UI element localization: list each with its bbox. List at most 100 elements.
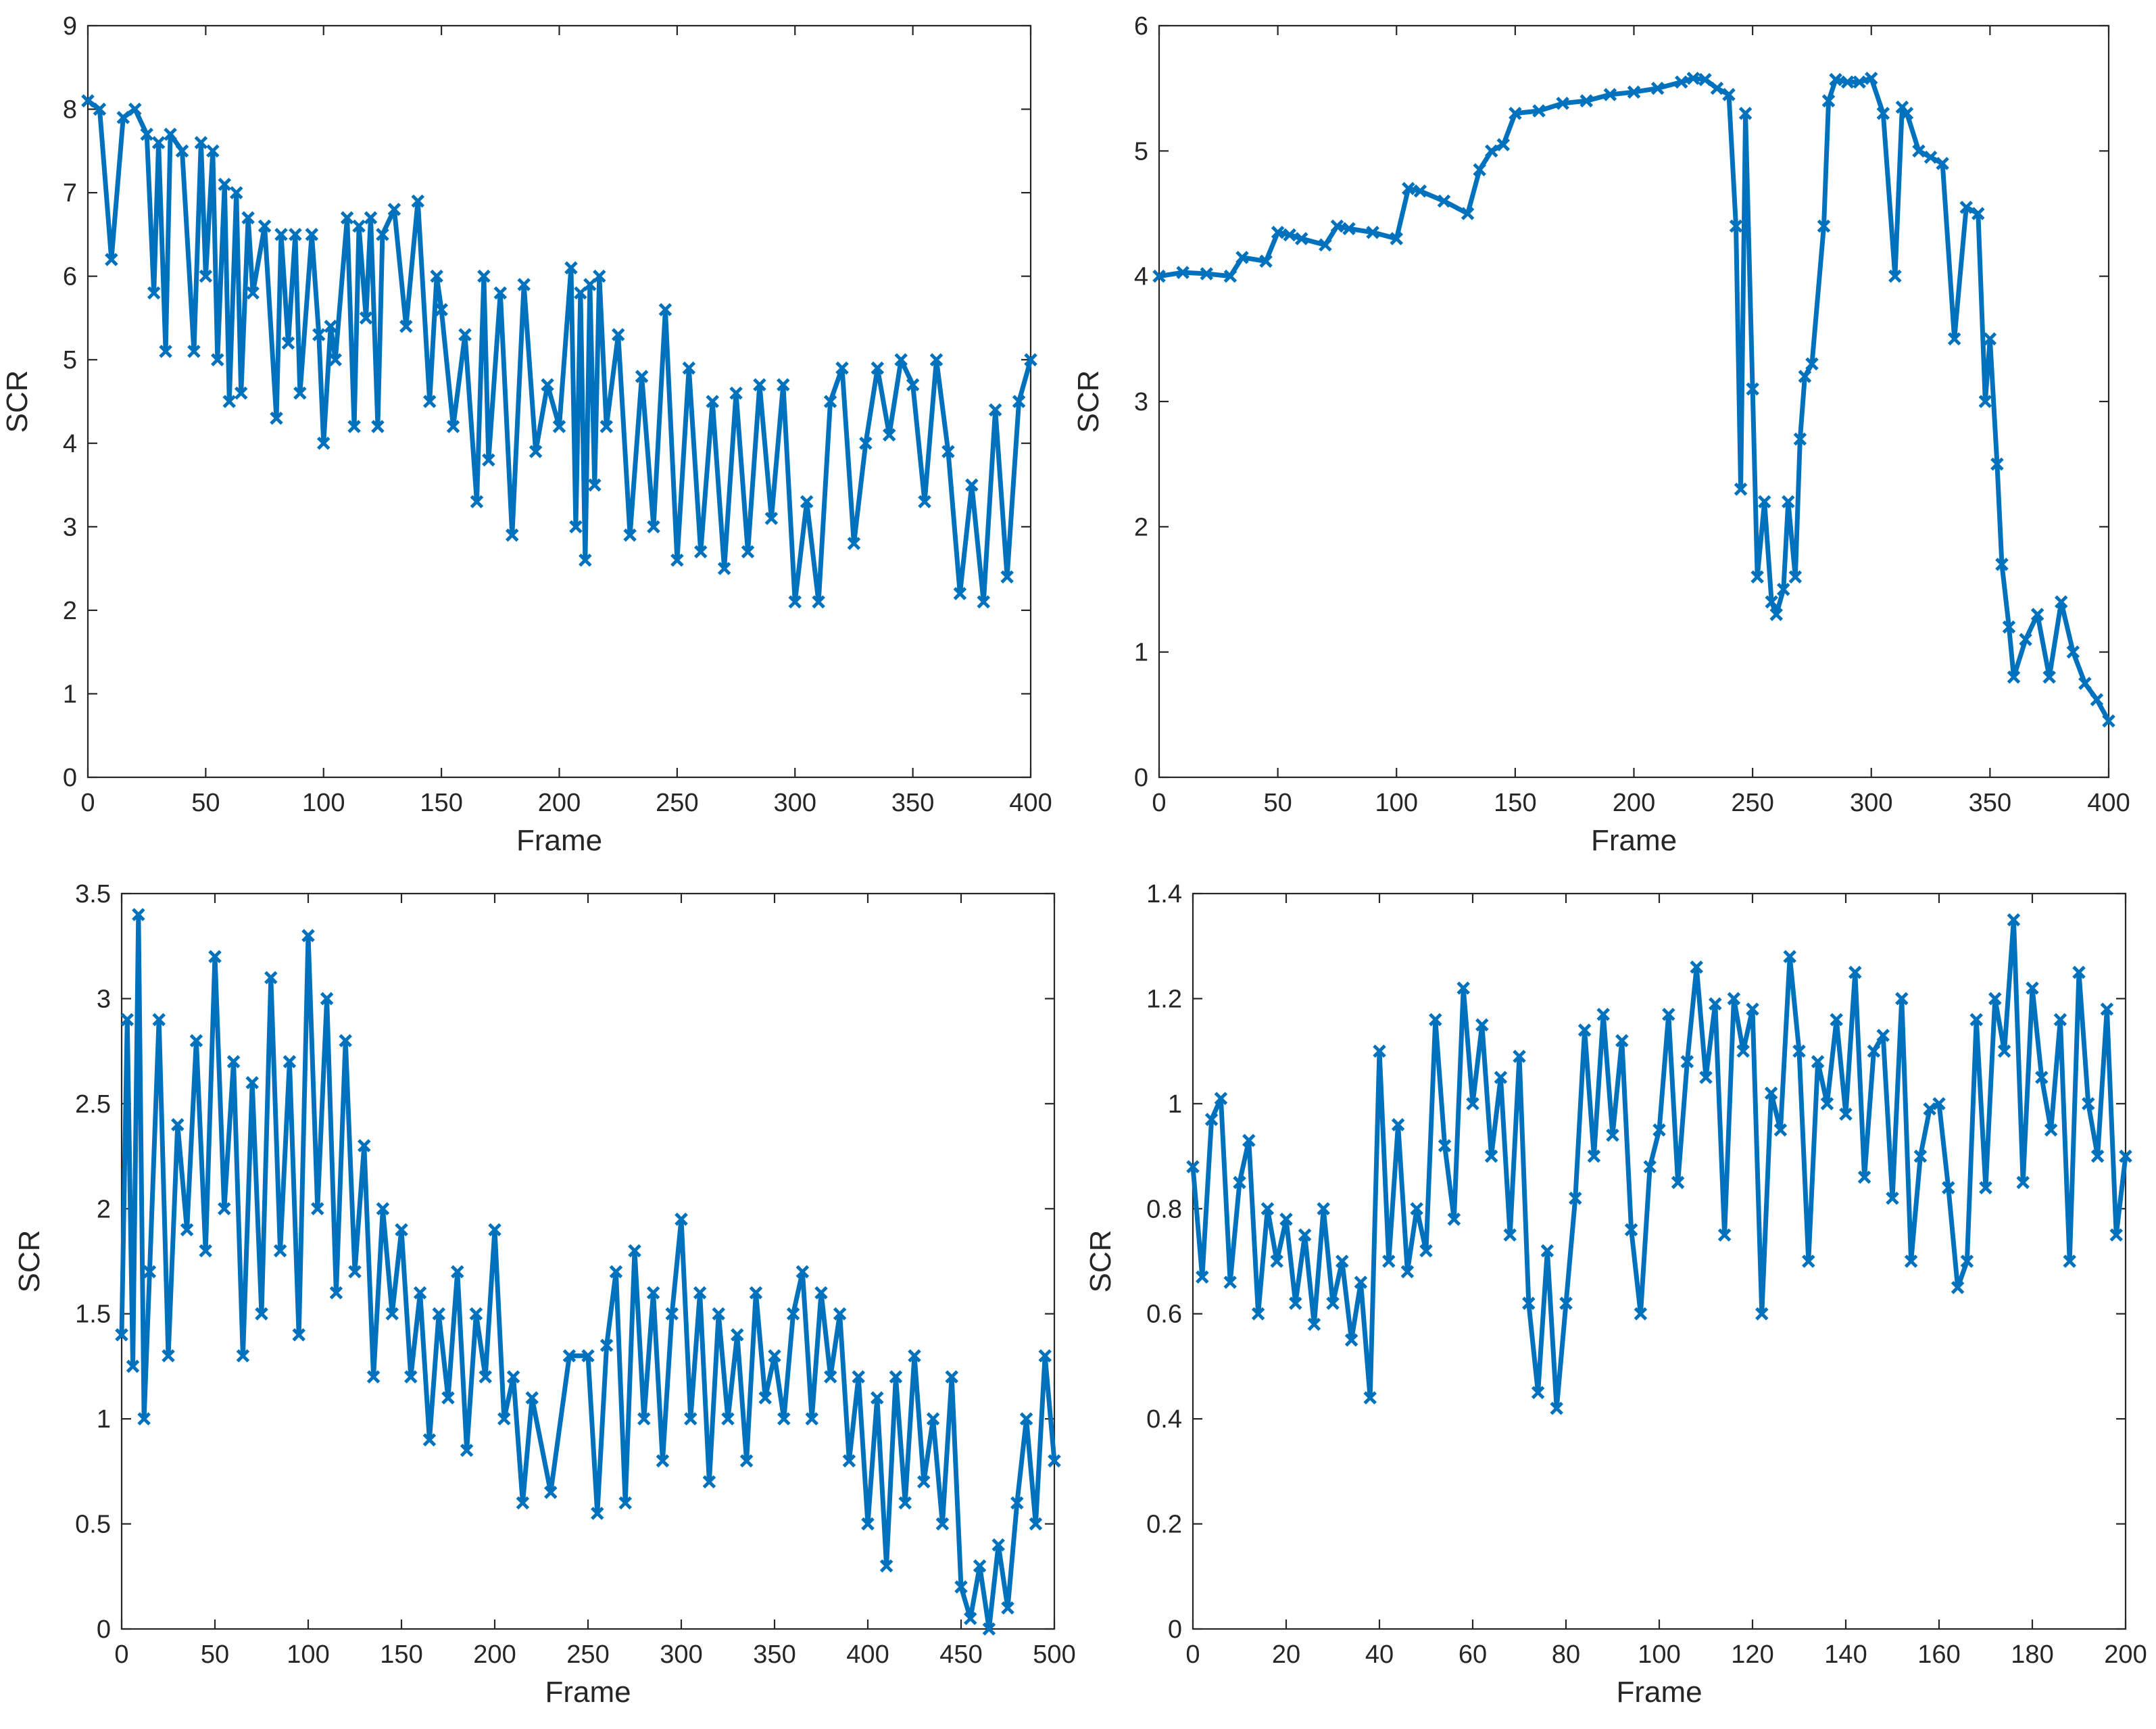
data-point-marker xyxy=(1912,144,1926,158)
data-point-marker xyxy=(973,1559,987,1573)
y-tick-label: 2 xyxy=(1134,513,1148,541)
data-point-marker xyxy=(1757,495,1771,509)
data-point-marker xyxy=(1522,1296,1536,1310)
data-point-marker xyxy=(665,1307,679,1321)
data-point-marker xyxy=(1773,1123,1788,1137)
data-point-marker xyxy=(739,1454,754,1468)
data-point-marker xyxy=(1951,1281,1965,1294)
x-tick-label: 160 xyxy=(1917,1640,1960,1669)
data-point-marker xyxy=(1466,1097,1479,1111)
data-point-marker xyxy=(569,520,583,534)
data-point-marker xyxy=(1344,1333,1358,1347)
series-line xyxy=(1190,917,2128,1411)
data-point-marker xyxy=(1556,97,1569,110)
y-tick-label: 2 xyxy=(63,597,77,625)
data-point-marker xyxy=(1019,1412,1033,1426)
data-point-marker xyxy=(206,144,220,158)
x-tick-label: 350 xyxy=(753,1640,795,1669)
data-point-marker xyxy=(1579,94,1594,107)
data-point-marker xyxy=(93,102,107,116)
data-point-marker xyxy=(305,228,319,241)
data-point-marker xyxy=(236,1349,250,1363)
data-point-marker xyxy=(656,1454,670,1468)
data-point-marker xyxy=(366,1370,381,1384)
data-point-marker xyxy=(1615,1033,1629,1048)
data-point-marker xyxy=(2030,608,2044,621)
data-point-marker xyxy=(320,992,334,1006)
data-point-marker xyxy=(1997,1044,2011,1058)
data-point-marker xyxy=(1319,238,1332,252)
data-point-marker xyxy=(115,1328,128,1342)
data-point-marker xyxy=(1038,1349,1052,1363)
x-tick-label: 0 xyxy=(1185,1640,1200,1669)
data-point-marker xyxy=(241,211,255,224)
data-point-marker xyxy=(128,102,142,116)
data-point-marker xyxy=(1699,1071,1713,1084)
data-point-marker xyxy=(991,1538,1005,1552)
data-point-marker xyxy=(2035,1071,2049,1084)
data-point-marker xyxy=(1783,950,1796,964)
data-point-marker xyxy=(1010,1496,1024,1510)
data-point-marker xyxy=(1671,1175,1685,1190)
data-point-marker xyxy=(1603,88,1617,101)
data-point-marker xyxy=(1437,194,1451,208)
data-point-marker xyxy=(988,403,1002,417)
data-point-marker xyxy=(1473,163,1486,176)
data-point-marker xyxy=(777,378,790,392)
y-tick-label: 0.2 xyxy=(1146,1511,1182,1539)
data-point-marker xyxy=(1988,992,2002,1006)
y-tick-label: 3.5 xyxy=(75,880,111,908)
x-tick-label: 40 xyxy=(1365,1640,1394,1669)
x-tick-label: 100 xyxy=(1638,1640,1680,1669)
data-point-marker xyxy=(208,950,222,964)
y-axis-label: SCR xyxy=(13,1230,46,1293)
data-point-marker xyxy=(1259,254,1273,268)
data-point-marker xyxy=(675,1213,688,1226)
series-line xyxy=(1156,76,2111,724)
data-point-marker xyxy=(2090,1149,2105,1163)
data-point-marker xyxy=(1569,1191,1582,1205)
data-point-marker xyxy=(954,1580,968,1594)
data-point-marker xyxy=(358,1139,371,1152)
data-point-marker xyxy=(430,269,443,283)
data-point-marker xyxy=(1710,81,1724,95)
data-point-marker xyxy=(977,595,991,609)
data-point-marker xyxy=(2016,1175,2030,1190)
data-point-marker xyxy=(234,386,248,400)
data-point-marker xyxy=(246,286,260,300)
data-point-marker xyxy=(1550,1401,1563,1415)
data-point-marker xyxy=(1840,75,1855,89)
data-point-marker xyxy=(164,127,177,141)
data-point-marker xyxy=(1342,222,1356,236)
data-point-marker xyxy=(964,1611,977,1626)
data-point-marker xyxy=(505,528,519,542)
data-point-marker xyxy=(1509,106,1522,120)
data-point-marker xyxy=(611,328,625,341)
y-tick-label: 2 xyxy=(97,1195,111,1223)
data-point-marker xyxy=(458,328,472,341)
data-point-marker xyxy=(328,353,342,366)
data-point-marker xyxy=(852,1370,865,1384)
data-point-marker xyxy=(1729,219,1743,233)
x-tick-label: 150 xyxy=(420,789,462,817)
data-point-marker xyxy=(1260,1202,1275,1216)
data-point-marker xyxy=(795,1265,810,1279)
data-point-marker xyxy=(812,595,825,609)
data-point-marker xyxy=(2063,1255,2076,1268)
data-point-marker xyxy=(1447,1213,1461,1226)
y-tick-label: 6 xyxy=(63,263,77,291)
data-point-marker xyxy=(1876,1029,1890,1042)
data-point-marker xyxy=(1820,1097,1834,1111)
x-tick-label: 150 xyxy=(1494,789,1536,817)
data-point-marker xyxy=(451,1265,464,1279)
x-tick-label: 300 xyxy=(660,1640,702,1669)
data-point-marker xyxy=(1024,353,1037,366)
data-point-marker xyxy=(1717,1228,1732,1242)
data-point-marker xyxy=(264,971,278,985)
data-point-marker xyxy=(81,94,95,107)
chart-panel-top-right: 0 50 100 150 200 250 300 350 400 0 1 2 3 4 5 6 Frame SCR xyxy=(1072,12,2130,857)
data-point-marker xyxy=(706,395,719,408)
data-point-marker xyxy=(1373,1044,1386,1058)
data-point-marker xyxy=(218,1202,231,1216)
